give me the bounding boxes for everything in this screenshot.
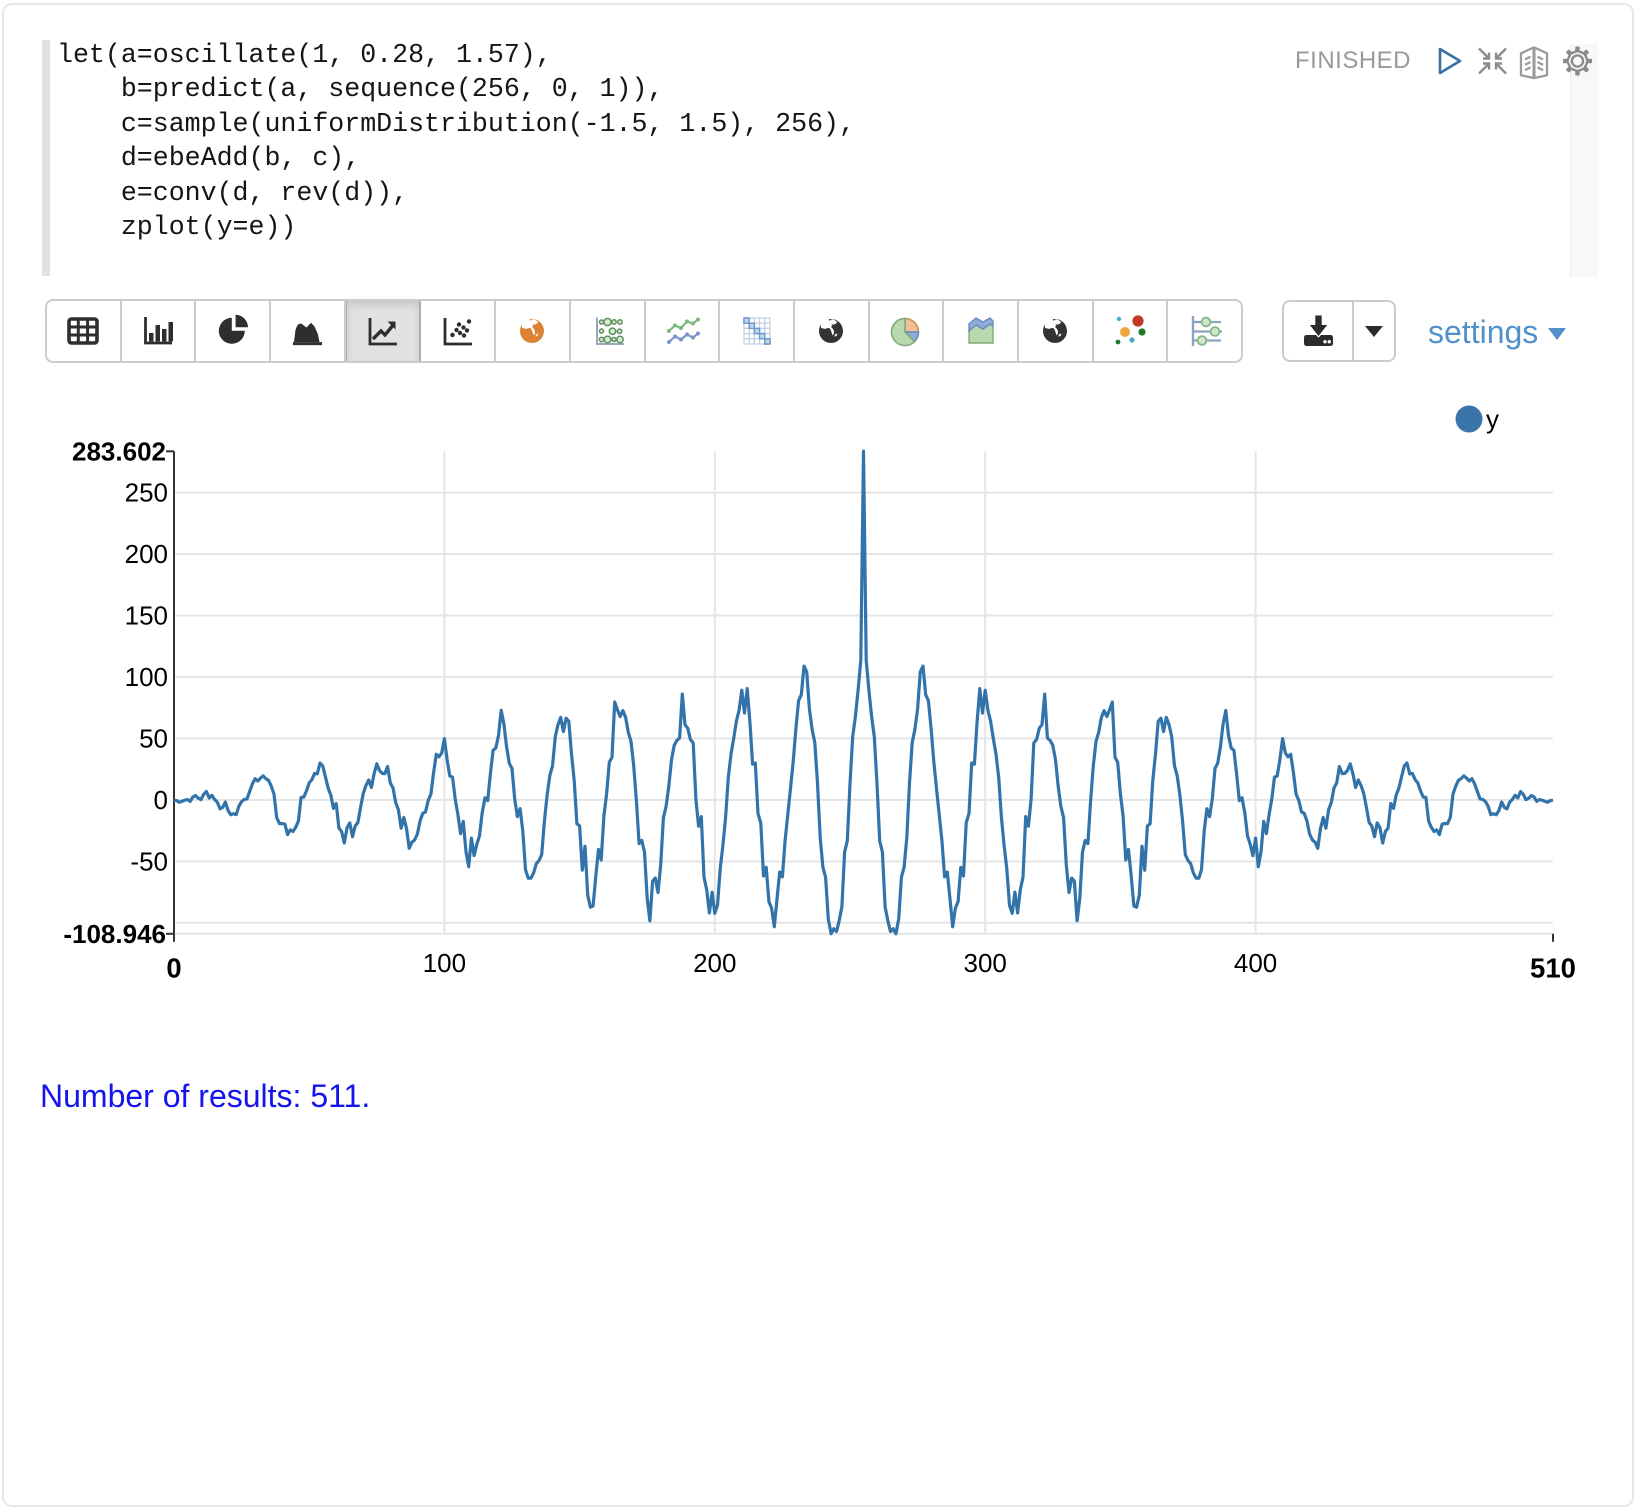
svg-text:283.602: 283.602: [72, 436, 166, 466]
svg-text:510: 510: [1530, 953, 1576, 984]
svg-text:100: 100: [423, 948, 466, 978]
svg-text:300: 300: [964, 948, 1007, 978]
svg-text:400: 400: [1234, 948, 1277, 978]
svg-text:0: 0: [166, 953, 181, 984]
svg-text:200: 200: [125, 539, 168, 569]
svg-text:250: 250: [125, 478, 168, 508]
svg-text:0: 0: [154, 785, 168, 815]
svg-text:50: 50: [139, 723, 168, 753]
svg-text:-50: -50: [130, 846, 168, 876]
svg-text:100: 100: [125, 662, 168, 692]
svg-text:200: 200: [693, 948, 736, 978]
svg-text:y: y: [1486, 404, 1499, 434]
svg-text:-108.946: -108.946: [63, 919, 166, 949]
svg-text:150: 150: [125, 601, 168, 631]
